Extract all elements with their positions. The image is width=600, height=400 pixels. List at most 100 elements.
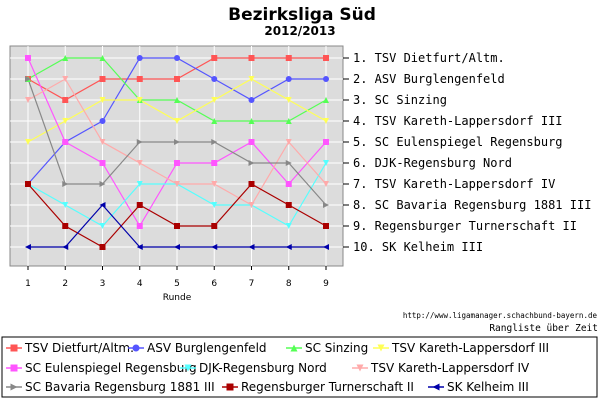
series-9-point-6 (211, 223, 218, 229)
source-url: http://www.ligamanager.schachbund-bayern… (403, 311, 598, 320)
series-2-point-9 (323, 76, 329, 82)
series-2-point-3 (99, 118, 106, 124)
series-7-point-9 (323, 181, 329, 187)
rank-label-5: 5. SC Eulenspiegel Regensburg (353, 135, 563, 149)
series-6-point-3 (99, 223, 106, 229)
rank-label-4: 4. TSV Kareth-Lappersdorf III (353, 114, 563, 128)
series-1-point-5 (174, 76, 180, 82)
series-5-point-8 (285, 181, 292, 187)
legend-marker-1 (10, 344, 18, 352)
series-1-point-6 (211, 55, 218, 61)
series-6-point-2 (62, 202, 69, 208)
series-9-point-2 (62, 223, 69, 229)
chart-subtitle: 2012/2013 (264, 24, 335, 38)
legend-marker-9 (226, 383, 234, 391)
rank-label-8: 8. SC Bavaria Regensburg 1881 III (353, 198, 591, 212)
x-tick-label-2: 2 (62, 279, 68, 289)
series-10-point-2 (62, 244, 69, 250)
series-9-point-7 (248, 181, 255, 187)
series-5-point-9 (323, 139, 329, 145)
x-axis-label: Runde (163, 293, 192, 303)
x-axis-ticks: 1 2 3 4 5 6 7 8 9 (25, 266, 329, 289)
series-6-point-6 (211, 202, 218, 208)
series-8-point-4 (136, 139, 143, 145)
legend-label-7: TSV Kareth-Lappersdorf IV (370, 361, 530, 375)
series-8-point-5 (174, 139, 180, 145)
series-6-point-8 (285, 223, 292, 229)
series-5-point-6 (211, 160, 218, 166)
series-8-point-9 (323, 202, 329, 208)
series-9-point-3 (99, 244, 106, 250)
series-1-point-4 (136, 76, 143, 82)
rank-label-3: 3. SC Sinzing (353, 93, 447, 107)
legend-marker-3 (290, 344, 298, 352)
series-3-point-3 (99, 55, 106, 61)
series-9-point-8 (285, 202, 292, 208)
series-2-point-6 (211, 76, 218, 82)
series-7-point-7 (248, 202, 255, 208)
legend-marker-4 (377, 344, 385, 352)
series-3-point-2 (62, 55, 69, 61)
series-4-point-7 (248, 76, 255, 82)
legend-marker-2 (132, 344, 140, 352)
series-5-point-5 (174, 160, 180, 166)
x-tick-label-4: 4 (137, 279, 143, 289)
legend-label-1: TSV Dietfurt/Altm. (24, 341, 134, 355)
series-2-point-5 (174, 55, 180, 61)
series-4-point-5 (174, 118, 180, 124)
legend-label-5: SC Eulenspiegel Regensburg (25, 361, 197, 375)
rank-label-9: 9. Regensburger Turnerschaft II (353, 219, 577, 233)
series-10-point-1 (25, 244, 31, 250)
chart-title: Bezirksliga Süd (228, 5, 376, 25)
series-8-point-1 (25, 76, 31, 82)
series-5-point-2 (62, 139, 69, 145)
series-2-point-7 (248, 97, 255, 103)
series-5-point-3 (99, 160, 106, 166)
series-10-point-8 (285, 244, 292, 250)
series-3-point-5 (174, 97, 180, 103)
series-3-point-9 (323, 97, 329, 103)
x-tick-label-5: 5 (174, 279, 180, 289)
series-9-point-4 (136, 202, 143, 208)
series-1-point-8 (285, 55, 292, 61)
series-10-point-6 (211, 244, 218, 250)
series-9-point-5 (174, 223, 180, 229)
x-tick-label-6: 6 (211, 279, 217, 289)
series-6-point-4 (136, 181, 143, 187)
rank-label-1: 1. TSV Dietfurt/Altm. (353, 51, 505, 65)
legend-marker-8 (10, 383, 18, 391)
x-tick-label-1: 1 (25, 279, 31, 289)
series-1-point-9 (323, 55, 329, 61)
series-4-point-6 (211, 97, 218, 103)
legend-marker-10 (432, 383, 440, 391)
series-7-point-3 (99, 139, 106, 145)
series-3-point-7 (248, 118, 255, 124)
series-9-point-1 (25, 181, 31, 187)
legend-label-9: Regensburger Turnerschaft II (241, 380, 414, 394)
rank-label-10: 10. SK Kelheim III (353, 240, 483, 254)
series-7-point-5 (174, 181, 180, 187)
series-8-point-3 (99, 181, 106, 187)
rank-labels: 1. TSV Dietfurt/Altm. 2. ASV Burglengenfe… (343, 51, 591, 254)
legend-label-3: SC Sinzing (305, 341, 368, 355)
series-5-point-1 (25, 55, 31, 61)
series-markers (25, 55, 329, 250)
series-8-point-8 (285, 160, 292, 166)
legend-label-10: SK Kelheim III (447, 380, 529, 394)
series-10-point-4 (136, 244, 143, 250)
series-7-point-6 (211, 181, 218, 187)
legend-marker-5 (10, 364, 18, 372)
series-6-point-9 (323, 160, 329, 166)
legend-label-8: SC Bavaria Regensburg 1881 III (25, 380, 215, 394)
series-8-point-2 (62, 181, 69, 187)
series-10-point-9 (323, 244, 329, 250)
series-2-point-4 (136, 55, 143, 61)
series-7-point-8 (285, 139, 292, 145)
rank-label-6: 6. DJK-Regensburg Nord (353, 156, 512, 170)
series-4-point-1 (25, 139, 31, 145)
legend-box (1, 336, 598, 398)
series-1-point-7 (248, 55, 255, 61)
series-5-point-4 (136, 223, 143, 229)
series-10-point-7 (248, 244, 255, 250)
